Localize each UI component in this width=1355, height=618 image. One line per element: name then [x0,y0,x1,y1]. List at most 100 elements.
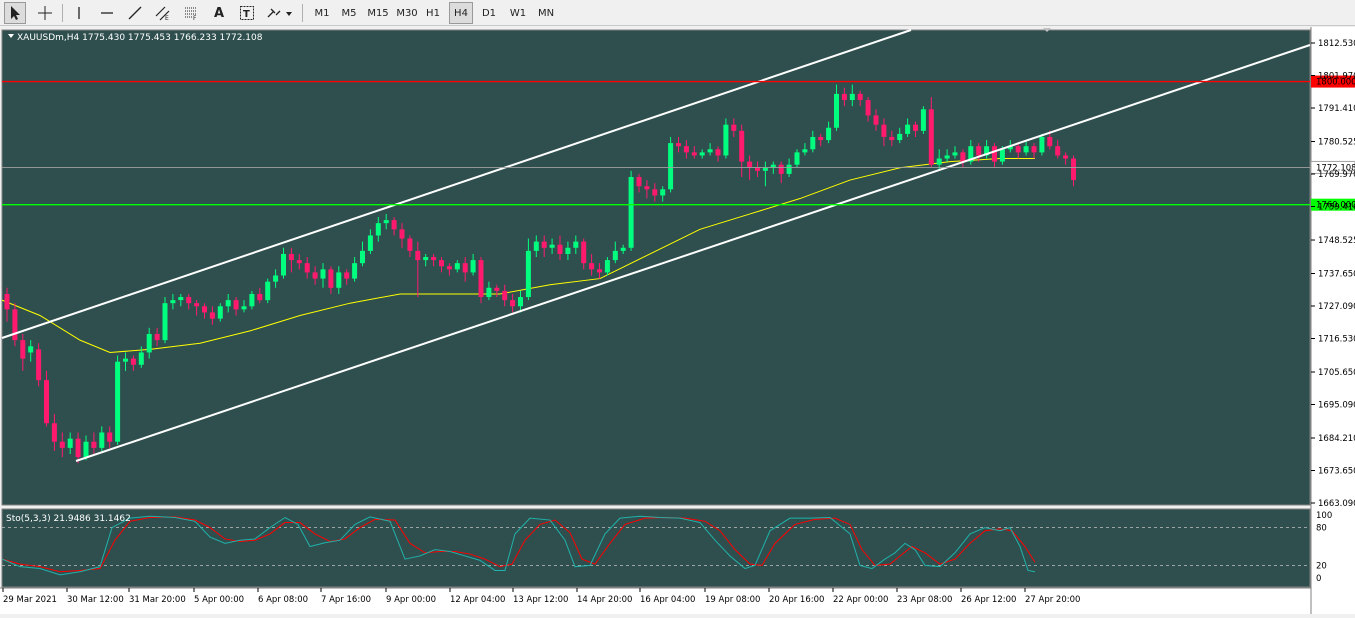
horizontal-line-tool-button[interactable] [96,2,118,24]
chart-shift-marker-icon[interactable] [1043,28,1051,32]
candle-body [312,272,318,279]
ma-line [1,158,1035,353]
time-tick-label: 26 Apr 12:00 [961,595,1016,605]
candle-body [91,441,97,448]
candle-body [281,253,286,276]
candle-body [1007,146,1013,150]
time-tick-label: 19 Apr 08:00 [705,595,760,605]
svg-text:E: E [165,15,169,21]
candle-body [360,250,365,264]
candle-body [186,297,192,304]
candle-body [620,247,626,251]
crosshair-tool-button[interactable] [34,2,56,24]
candle-body [51,423,57,442]
candle-body [818,136,824,141]
candle-body [778,164,784,174]
stochastic-level-label: 0 [1316,574,1321,584]
stochastic-level-label: 100 [1316,511,1332,521]
svg-text:F: F [193,15,197,21]
vertical-line-tool-button[interactable] [68,2,90,24]
text-label-tool-button[interactable]: T [236,2,258,24]
timeframe-h1-button[interactable]: H1 [426,7,440,19]
time-tick-label: 22 Apr 00:00 [833,595,888,605]
horizontal-line-icon [101,12,113,14]
candle-body [202,306,207,313]
candle-body [668,143,674,190]
candle-body [209,312,215,319]
price-tick-label: 1791.410 [1318,104,1355,114]
timeframe-h4-button[interactable]: H4 [449,2,473,24]
candle-body [431,257,437,261]
text-tool-button[interactable]: A [213,5,225,21]
candle-body [755,167,760,171]
timeframe-d1-button[interactable]: D1 [481,7,497,19]
price-tick-label: 1673.650 [1318,466,1355,476]
candle-body [75,438,81,458]
channel-lower-line[interactable] [75,44,1311,462]
main-chart-panel [1,29,1311,506]
candle-body [367,235,373,251]
candle-body [502,290,508,301]
timeframe-m30-button[interactable]: M30 [396,7,418,19]
timeframe-m5-button[interactable]: M5 [341,7,357,19]
candle-body [446,266,452,270]
timeframe-m15-button[interactable]: M15 [367,7,389,19]
candle-body [723,124,729,156]
candle-body [486,287,492,298]
candle-body [834,93,839,128]
candle-body [178,297,184,301]
candle-body [265,281,271,301]
stochastic-lines [1,515,1036,576]
arrow-cursor-icon [11,6,20,20]
svg-text:T: T [243,9,250,20]
candle-body [28,346,34,353]
time-tick-label: 5 Apr 00:00 [194,595,244,605]
candle-body [731,124,737,131]
collapse-triangle-icon[interactable] [8,34,14,38]
candle-body [249,293,255,307]
candle-body [344,272,350,279]
candle-body [897,133,903,141]
candle-body [952,152,958,156]
candle-body [296,260,302,264]
candle-body [288,253,294,261]
time-tick-label: 14 Apr 20:00 [577,595,632,605]
candle-body [707,149,713,153]
candle-body [67,438,73,448]
equidistant-channel-tool-button[interactable]: E [152,2,174,24]
candle-body [920,109,926,131]
timeframe-m1-button[interactable]: M1 [314,7,330,19]
candle-body [573,241,579,248]
candle-body [715,149,721,156]
price-tick-label: 1663.090 [1318,499,1355,509]
timeframe-mn-button[interactable]: MN [537,7,555,19]
candle-body [154,333,160,341]
text-label-icon: T [240,6,254,20]
candle-body [352,263,358,279]
candle-body [107,432,113,442]
timeframe-w1-button[interactable]: W1 [509,7,527,19]
fibonacci-tool-button[interactable]: F [180,2,202,24]
candle-body [533,241,539,251]
cursor-tool-button[interactable] [4,2,26,24]
candle-body [913,124,918,131]
arrows-tool-button[interactable] [264,2,296,24]
candle-body [162,303,168,341]
chart-svg: 1800.000 1760.000 1772.108 1812.530 1801.97… [0,27,1355,614]
candle-body [454,263,460,270]
candle-body [336,272,342,288]
drawn-objects: 1800.000 1760.000 1772.108 [1,29,1355,462]
stochastic-level-label: 20 [1316,561,1327,571]
candle-body [889,136,895,141]
candle-body [383,220,389,224]
candle-body [83,441,89,458]
stochastic-signal-line [1,516,1036,573]
fibonacci-icon: F [185,7,197,21]
vertical-line-icon [78,7,80,19]
candle-body [747,161,753,168]
chart-area[interactable]: 1800.000 1760.000 1772.108 1812.530 1801.97… [0,27,1355,614]
candle-body [375,223,381,236]
trendline-tool-button[interactable] [124,2,146,24]
candle-body [123,358,128,362]
price-tick-label: 1684.210 [1318,434,1355,444]
